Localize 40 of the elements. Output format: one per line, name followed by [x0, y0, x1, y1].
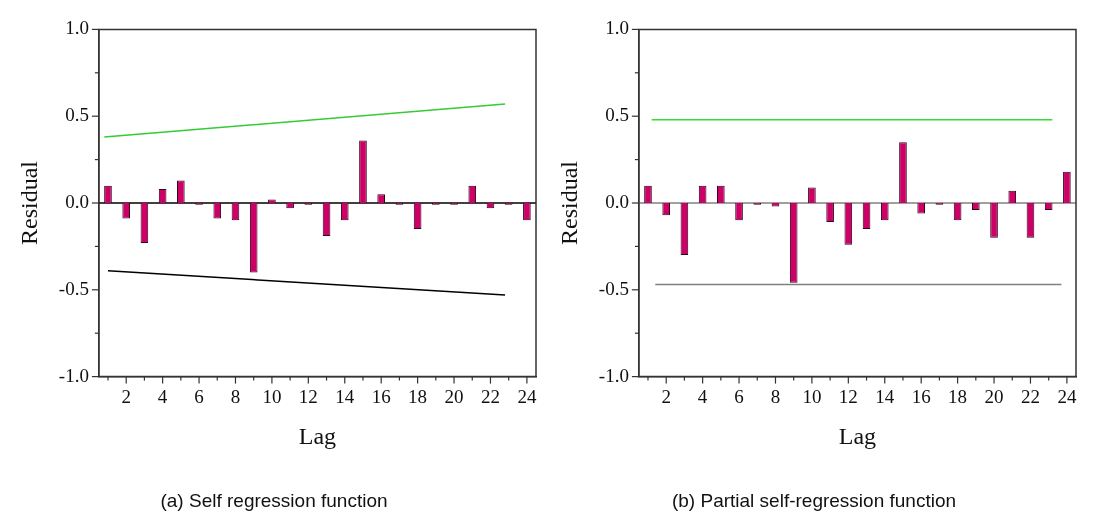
- x-tick-label: 12: [838, 385, 858, 407]
- y-tick-label: 1.0: [605, 17, 629, 39]
- x-tick-label: 10: [262, 385, 282, 407]
- text: (a) Self regression function: [160, 489, 388, 511]
- x-tick-label: 12: [298, 385, 318, 407]
- x-tick-label: 2: [661, 385, 671, 407]
- y-tick-label: 1.0: [65, 17, 89, 39]
- x-tick-label: 20: [984, 385, 1004, 407]
- x-tick-label: 8: [230, 385, 241, 407]
- x-tick-label: 22: [1020, 385, 1040, 407]
- x-tick-label: 4: [697, 385, 708, 407]
- x-tick-label: 2: [121, 385, 131, 407]
- x-tick-label: 8: [770, 385, 781, 407]
- y-axis-title: Residual: [555, 160, 582, 245]
- y-axis-title: Residual: [15, 160, 42, 245]
- x-tick-label: 14: [875, 385, 895, 407]
- x-tick-label: 22: [480, 385, 500, 407]
- y-tick-label: 0.5: [65, 104, 89, 126]
- x-tick-label: 18: [408, 385, 428, 407]
- x-tick-label: 20: [444, 385, 464, 407]
- x-tick-label: 24: [1057, 385, 1077, 407]
- y-tick-label: 0.0: [605, 190, 629, 212]
- x-tick-label: 10: [802, 385, 822, 407]
- y-tick-label: -0.5: [598, 277, 629, 299]
- x-tick-label: 6: [734, 385, 744, 407]
- x-tick-label: 16: [911, 385, 931, 407]
- text: (b) Partial self-regression function: [671, 489, 957, 511]
- y-tick-label: 0.0: [65, 190, 89, 212]
- x-tick-label: 14: [335, 385, 355, 407]
- y-tick-label: -1.0: [598, 364, 629, 386]
- x-tick-label: 18: [948, 385, 968, 407]
- x-tick-label: 16: [371, 385, 391, 407]
- x-axis-title: Lag: [298, 423, 337, 450]
- x-tick-label: 24: [517, 385, 537, 407]
- y-tick-label: -0.5: [58, 277, 89, 299]
- x-axis-title: Lag: [838, 423, 877, 450]
- y-tick-label: -1.0: [58, 364, 89, 386]
- x-tick-label: 4: [157, 385, 168, 407]
- y-tick-label: 0.5: [605, 104, 629, 126]
- x-tick-label: 6: [194, 385, 204, 407]
